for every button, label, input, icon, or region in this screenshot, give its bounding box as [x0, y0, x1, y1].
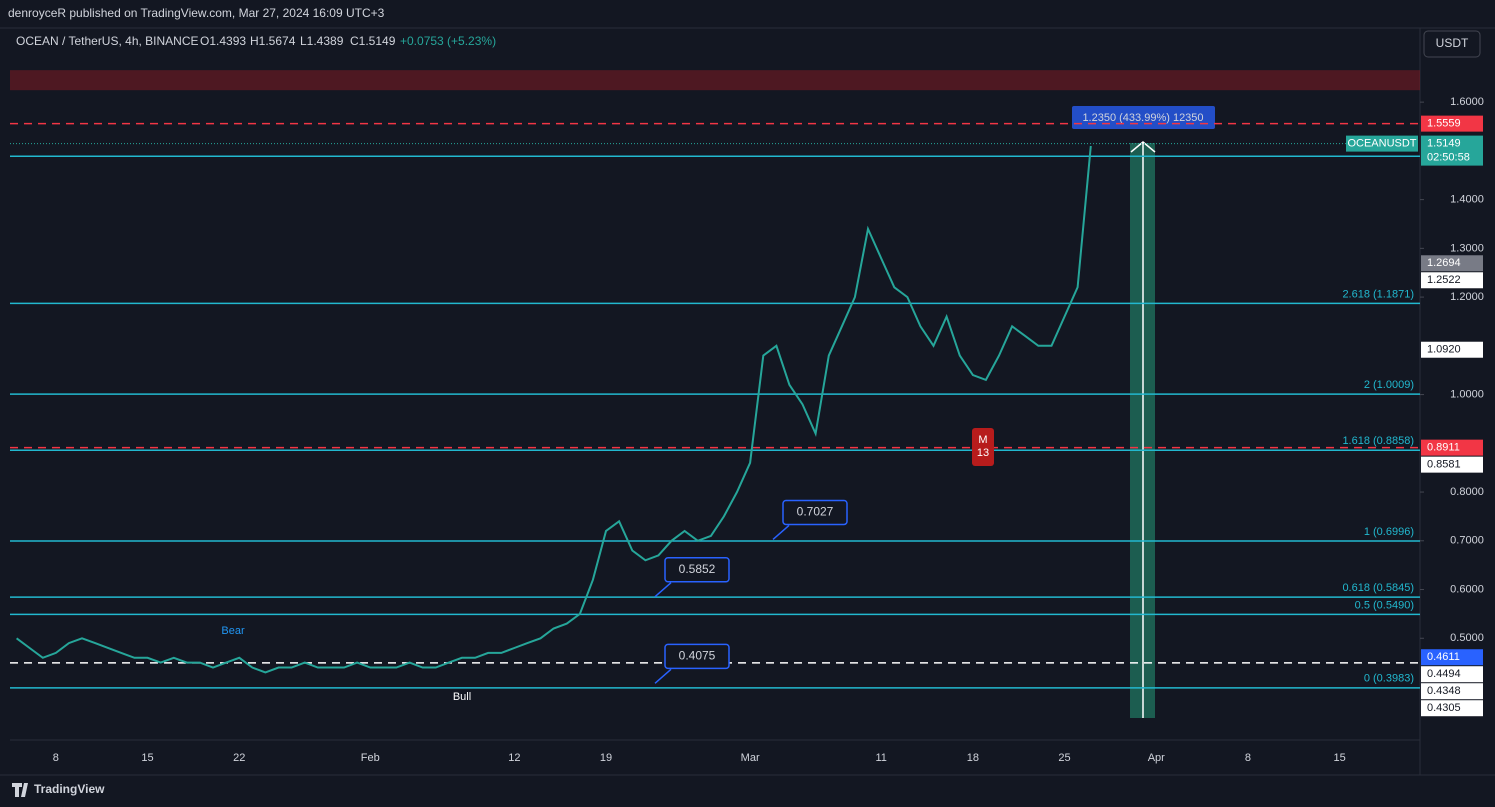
- price-tag: [1421, 649, 1483, 666]
- high: H1.5674: [250, 34, 296, 48]
- callout-label: 0.5852: [679, 562, 716, 576]
- x-tick-label: 15: [1334, 752, 1346, 764]
- countdown: 02:50:58: [1427, 152, 1470, 164]
- price-tag: [1421, 683, 1483, 700]
- x-tick-label: 22: [233, 752, 245, 764]
- callout-box: [782, 499, 848, 526]
- currency-button[interactable]: [1423, 30, 1481, 58]
- x-tick-label: 8: [53, 752, 59, 764]
- marker-box: [972, 428, 994, 466]
- marker-label: Bear: [221, 625, 245, 637]
- close: C1.5149: [350, 34, 396, 48]
- price-tag: [1421, 666, 1483, 683]
- price-tag-label: 0.8911: [1427, 442, 1460, 454]
- logo: [12, 783, 28, 797]
- fib-label: 1 (0.6996): [1364, 526, 1414, 538]
- fib-label: 0.5 (0.5490): [1355, 599, 1414, 611]
- x-tick-label: Feb: [361, 752, 380, 764]
- fib-label: 0 (0.3983): [1364, 673, 1414, 685]
- y-tick-label: 1.0000: [1450, 388, 1484, 400]
- fib-label: 1.618 (0.8858): [1342, 435, 1414, 447]
- y-tick-label: 1.4000: [1450, 194, 1484, 206]
- y-tick-label: 0.6000: [1450, 583, 1484, 595]
- x-tick-label: 19: [600, 752, 612, 764]
- low: L1.4389: [300, 34, 344, 48]
- x-tick-label: Mar: [741, 752, 760, 764]
- marker-label: Bull: [453, 691, 471, 703]
- publisher: denroyceR published on TradingView.com, …: [8, 6, 385, 20]
- currency[interactable]: USDT: [1436, 36, 1469, 50]
- measure-label: 1.2350 (433.99%) 12350: [1082, 112, 1203, 124]
- open: O1.4393: [200, 34, 246, 48]
- y-tick-label: 1.2000: [1450, 291, 1484, 303]
- fib-label: 2.618 (1.1871): [1342, 288, 1414, 300]
- fib-label: 0.618 (0.5845): [1342, 582, 1414, 594]
- marker-label: 13: [977, 447, 989, 459]
- price-tag: [1421, 115, 1483, 132]
- callout-pointer: [654, 582, 672, 598]
- symbol-tag: [1346, 135, 1418, 152]
- y-tick-label: 1.6000: [1450, 96, 1484, 108]
- price-tag: [1421, 272, 1483, 289]
- price-tag-label: 0.4348: [1427, 685, 1461, 697]
- price-tag-label: 0.4494: [1427, 668, 1461, 680]
- x-tick-label: Apr: [1148, 752, 1165, 764]
- symbol-tag-label: OCEANUSDT: [1347, 138, 1416, 150]
- x-tick-label: 11: [875, 752, 886, 764]
- y-tick-label: 0.8000: [1450, 486, 1484, 498]
- price-tag-label: 1.2694: [1427, 257, 1461, 269]
- price-tag: [1421, 135, 1483, 166]
- x-tick-label: 25: [1058, 752, 1070, 764]
- price-tag-label: 1.5559: [1427, 118, 1461, 130]
- callout-box: [664, 643, 730, 670]
- fib-label: 2 (1.0009): [1364, 379, 1414, 391]
- price-tag-label: 0.4305: [1427, 702, 1461, 714]
- x-tick-label: 18: [967, 752, 979, 764]
- price-tag: [1421, 700, 1483, 717]
- x-tick-label: 8: [1245, 752, 1251, 764]
- marker-label: M: [978, 434, 987, 446]
- callout-pointer: [654, 668, 672, 684]
- price-line: [16, 145, 1092, 674]
- change: +0.0753 (+5.23%): [400, 34, 496, 48]
- y-tick-label: 1.3000: [1450, 242, 1484, 254]
- price-tag-label: 0.8581: [1427, 459, 1461, 471]
- price-tag-label: 0.4611: [1427, 651, 1460, 663]
- price-tag-label: 1.2522: [1427, 274, 1461, 286]
- y-tick-label: 0.7000: [1450, 535, 1484, 547]
- price-tag-label: 1.0920: [1427, 344, 1461, 356]
- price-tag: [1421, 341, 1483, 358]
- callout-label: 0.7027: [797, 505, 834, 519]
- symbol: OCEAN / TetherUS, 4h, BINANCE: [16, 34, 199, 48]
- resistance-zone: [10, 70, 1420, 91]
- measure-arrowhead: [1130, 141, 1156, 153]
- brand: TradingView: [34, 782, 105, 796]
- callout-box: [664, 556, 730, 583]
- price-tag: [1421, 456, 1483, 473]
- x-tick-label: 12: [508, 752, 520, 764]
- price-tag-label: 1.5149: [1427, 138, 1461, 150]
- callout-pointer: [772, 524, 790, 541]
- x-tick-label: 15: [141, 752, 153, 764]
- price-tag: [1421, 255, 1483, 272]
- price-tag: [1421, 439, 1483, 456]
- y-tick-label: 0.5000: [1450, 632, 1484, 644]
- callout-label: 0.4075: [679, 649, 716, 663]
